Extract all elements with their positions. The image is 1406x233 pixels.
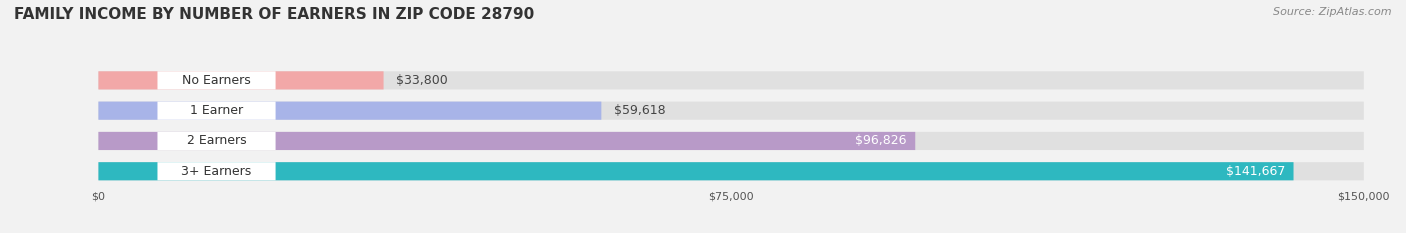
FancyBboxPatch shape bbox=[98, 162, 1294, 180]
FancyBboxPatch shape bbox=[98, 102, 1364, 120]
FancyBboxPatch shape bbox=[98, 132, 915, 150]
Text: $33,800: $33,800 bbox=[396, 74, 449, 87]
FancyBboxPatch shape bbox=[157, 102, 276, 120]
Text: Source: ZipAtlas.com: Source: ZipAtlas.com bbox=[1274, 7, 1392, 17]
Text: 3+ Earners: 3+ Earners bbox=[181, 165, 252, 178]
Text: $96,826: $96,826 bbox=[855, 134, 907, 147]
Text: FAMILY INCOME BY NUMBER OF EARNERS IN ZIP CODE 28790: FAMILY INCOME BY NUMBER OF EARNERS IN ZI… bbox=[14, 7, 534, 22]
Text: 2 Earners: 2 Earners bbox=[187, 134, 246, 147]
FancyBboxPatch shape bbox=[98, 162, 1364, 180]
FancyBboxPatch shape bbox=[157, 71, 276, 89]
FancyBboxPatch shape bbox=[98, 132, 1364, 150]
FancyBboxPatch shape bbox=[157, 162, 276, 180]
FancyBboxPatch shape bbox=[157, 132, 276, 150]
FancyBboxPatch shape bbox=[98, 71, 1364, 89]
Text: No Earners: No Earners bbox=[183, 74, 250, 87]
FancyBboxPatch shape bbox=[98, 71, 384, 89]
Text: $59,618: $59,618 bbox=[614, 104, 665, 117]
Text: 1 Earner: 1 Earner bbox=[190, 104, 243, 117]
Text: $141,667: $141,667 bbox=[1226, 165, 1285, 178]
FancyBboxPatch shape bbox=[98, 102, 602, 120]
